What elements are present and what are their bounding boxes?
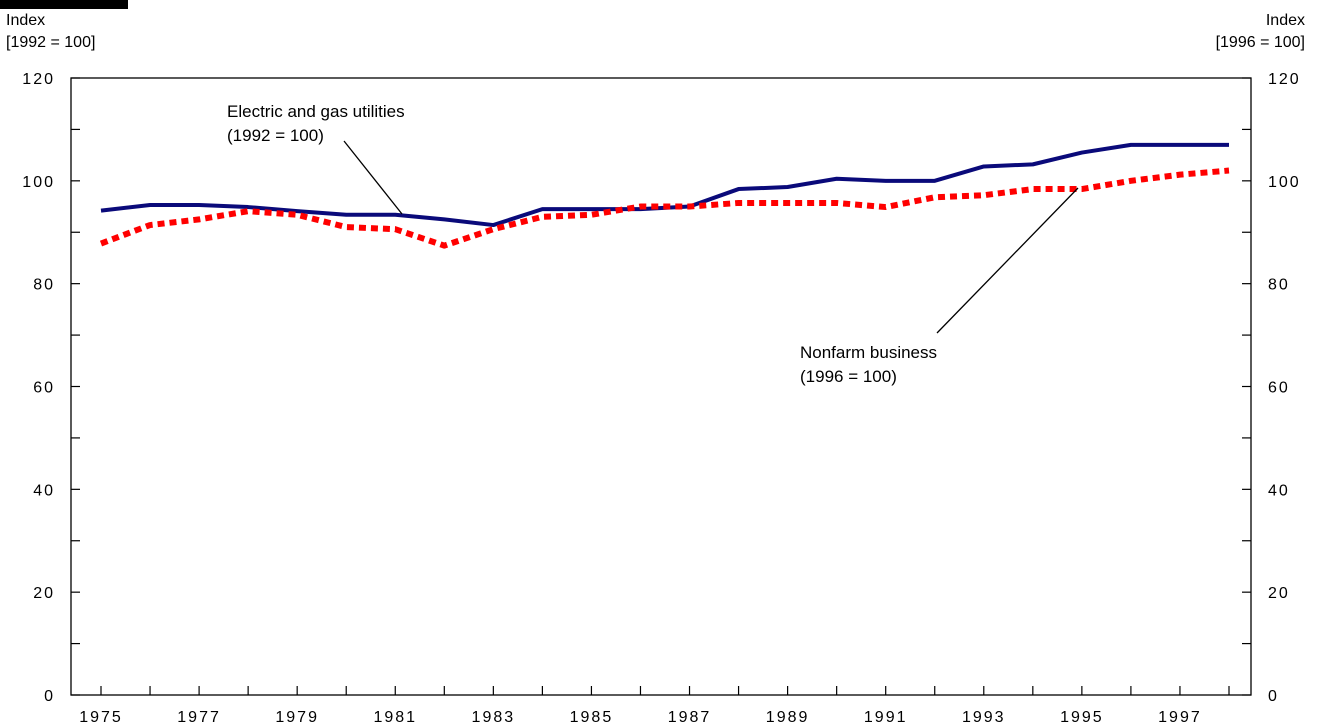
left-y-tick-label: 20: [33, 585, 55, 602]
utilities-label-line2: (1992 = 100): [227, 126, 324, 145]
nonfarm-label-line1: Nonfarm business: [800, 343, 937, 362]
plot-frame: [70, 77, 1252, 696]
x-tick-label: 1983: [472, 709, 516, 726]
right-y-tick-label: 80: [1268, 277, 1290, 294]
left-axis-title-line2: [1992 = 100]: [6, 34, 96, 51]
x-tick-label: 1981: [373, 709, 417, 726]
left-y-tick-label: 100: [22, 174, 55, 191]
left-y-tick-label: 0: [44, 688, 55, 705]
x-tick-label: 1979: [275, 709, 319, 726]
nonfarm-label-leader: [936, 187, 1079, 334]
right-y-tick-label: 120: [1268, 71, 1301, 88]
left-y-axis: 0 20 40 60 80 100 120: [22, 71, 80, 705]
x-tick-label: 1987: [668, 709, 712, 726]
corner-mark: [0, 0, 128, 9]
left-y-tick-label: 120: [22, 71, 55, 88]
left-axis-title: Index [1992 = 100]: [6, 10, 95, 54]
x-axis: 1975 1977 1979 1981 1983 1985 1987 1989 1991 1993…: [79, 686, 1230, 726]
annotations: Electric and gas utilities (1992 = 100) …: [227, 102, 1079, 386]
series-layer: [99, 142, 1230, 249]
left-y-tick-label: 80: [33, 277, 55, 294]
x-tick-label: 1997: [1158, 709, 1202, 726]
utilities-label-line1: Electric and gas utilities: [227, 102, 405, 121]
left-y-tick-label: 40: [33, 482, 55, 499]
x-tick-label: 1985: [570, 709, 614, 726]
x-tick-label: 1993: [962, 709, 1006, 726]
x-tick-label: 1991: [864, 709, 908, 726]
nonfarm-label-line2: (1996 = 100): [800, 367, 897, 386]
nonfarm-series-line: [99, 167, 1230, 249]
right-y-axis: 0 20 40 60 80 100 120: [1242, 71, 1301, 705]
right-axis-title-line2: [1996 = 100]: [1215, 34, 1305, 51]
right-axis-title: Index [1996 = 100]: [1216, 10, 1305, 54]
x-tick-label: 1995: [1060, 709, 1104, 726]
utilities-label-leader: [343, 140, 403, 215]
right-y-tick-label: 60: [1268, 380, 1290, 397]
right-axis-title-line1: Index: [1265, 12, 1305, 29]
x-tick-label: 1975: [79, 709, 123, 726]
x-tick-label: 1989: [766, 709, 810, 726]
right-y-tick-label: 0: [1268, 688, 1279, 705]
right-y-tick-label: 100: [1268, 174, 1301, 191]
right-y-tick-label: 40: [1268, 482, 1290, 499]
plot-border: [70, 77, 1252, 696]
left-axis-title-line1: Index: [6, 12, 46, 29]
right-y-tick-label: 20: [1268, 585, 1290, 602]
left-y-tick-label: 60: [33, 380, 55, 397]
x-tick-label: 1977: [177, 709, 221, 726]
